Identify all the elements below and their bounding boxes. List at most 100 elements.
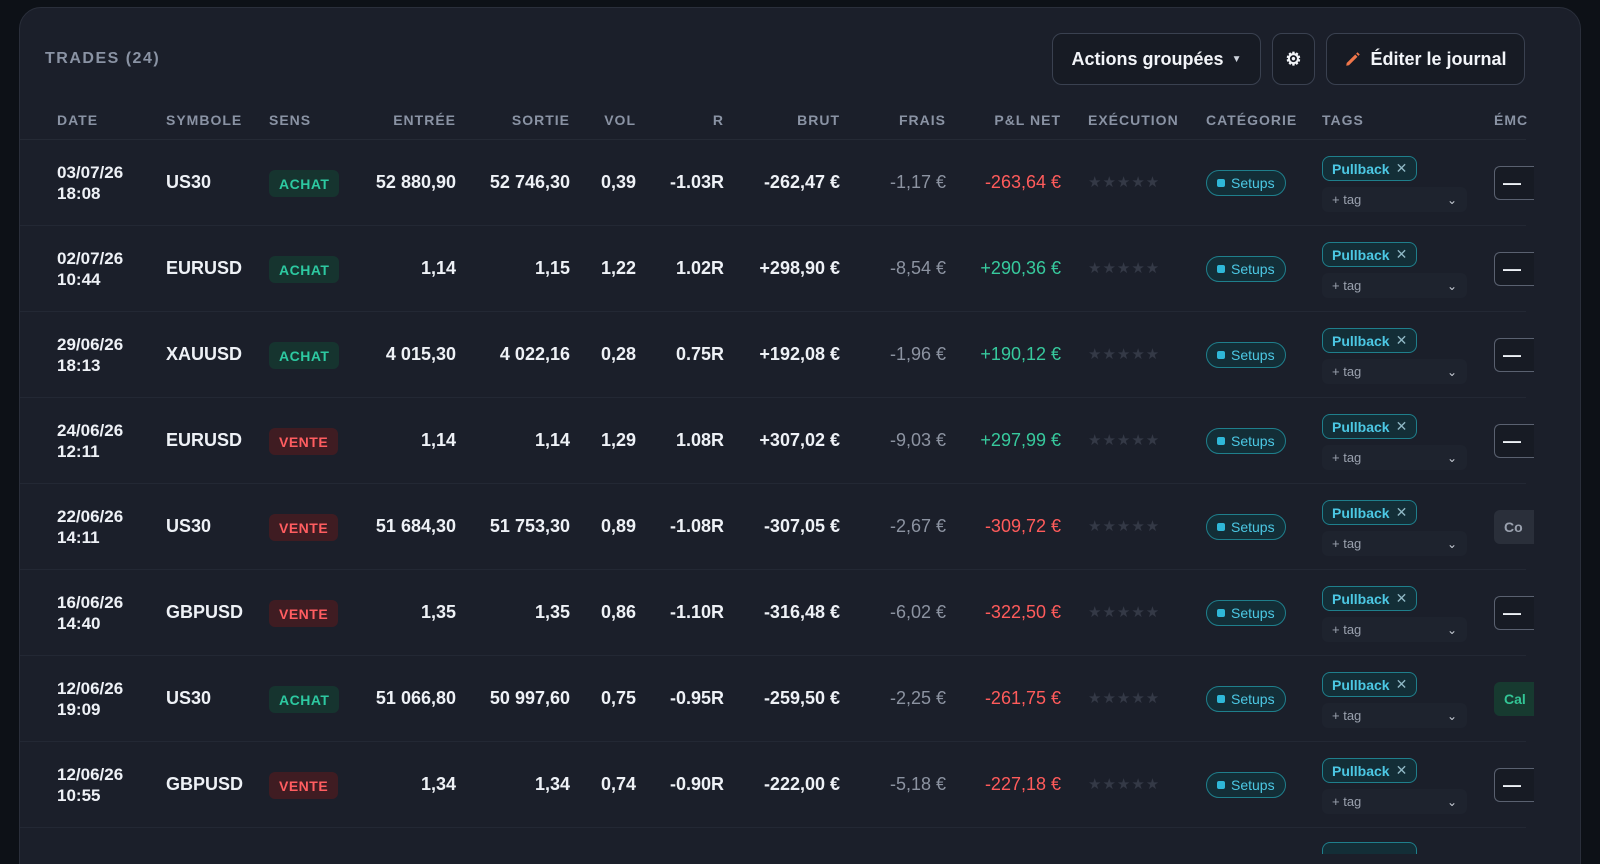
table-row[interactable]: 24/06/26 12:11 EURUSD VENTE 1,14 1,14 1,… bbox=[20, 398, 1534, 484]
add-tag-select[interactable]: + tag ⌄ bbox=[1322, 789, 1467, 814]
category-badge[interactable]: Setups bbox=[1206, 342, 1286, 368]
trade-time: 19:09 bbox=[57, 700, 101, 719]
tag-label: Pullback bbox=[1332, 762, 1390, 779]
trade-datetime: 24/06/26 12:11 bbox=[57, 420, 123, 462]
col-r[interactable]: R bbox=[712, 112, 724, 128]
add-tag-select[interactable]: + tag ⌄ bbox=[1322, 703, 1467, 728]
category-badge[interactable]: Setups bbox=[1206, 170, 1286, 196]
gross-pnl: +307,02 € bbox=[759, 430, 840, 450]
col-net[interactable]: P&L NET bbox=[994, 112, 1061, 128]
category-badge[interactable]: Setups bbox=[1206, 686, 1286, 712]
col-category[interactable]: CATÉGORIE bbox=[1206, 112, 1298, 128]
fees: -9,03 € bbox=[889, 430, 946, 450]
entry-price: 1,14 bbox=[420, 430, 456, 450]
category-label: Setups bbox=[1231, 175, 1275, 191]
table-row[interactable]: 12/06/26 19:09 US30 ACHAT 51 066,80 50 9… bbox=[20, 656, 1534, 742]
category-badge[interactable]: Setups bbox=[1206, 772, 1286, 798]
close-icon[interactable]: ✕ bbox=[1395, 590, 1408, 606]
bulk-actions-button[interactable]: Actions groupées ▼ bbox=[1052, 33, 1261, 85]
side-badge: VENTE bbox=[269, 772, 339, 799]
emotion-select[interactable]: — bbox=[1494, 252, 1534, 286]
close-icon[interactable]: ✕ bbox=[1395, 332, 1408, 348]
emotion-select[interactable]: Co bbox=[1494, 510, 1534, 544]
category-badge[interactable]: Setups bbox=[1206, 514, 1286, 540]
chevron-down-icon: ⌄ bbox=[1446, 278, 1457, 293]
execution-rating[interactable]: ★★★★★ bbox=[1088, 432, 1161, 449]
emotion-select[interactable]: — bbox=[1494, 596, 1534, 630]
col-fees[interactable]: FRAIS bbox=[899, 112, 946, 128]
tag-chip: Pullback ✕ bbox=[1322, 586, 1418, 611]
execution-rating[interactable]: ★★★★★ bbox=[1088, 518, 1161, 535]
table-row[interactable]: 29/06/26 18:13 XAUUSD ACHAT 4 015,30 4 0… bbox=[20, 312, 1534, 398]
category-badge[interactable]: Setups bbox=[1206, 256, 1286, 282]
emotion-select[interactable]: — bbox=[1494, 166, 1534, 200]
trade-datetime: 29/06/26 18:13 bbox=[57, 334, 123, 376]
col-symbol[interactable]: SYMBOLE bbox=[166, 112, 243, 128]
tag-label: Pullback bbox=[1332, 246, 1390, 263]
col-emotion[interactable]: ÉMC bbox=[1494, 112, 1529, 128]
gross-pnl: -262,47 € bbox=[763, 172, 840, 192]
close-icon[interactable]: ✕ bbox=[1395, 418, 1408, 434]
add-tag-select[interactable]: + tag ⌄ bbox=[1322, 445, 1467, 470]
execution-rating[interactable]: ★★★★★ bbox=[1088, 260, 1161, 277]
edit-journal-label: Éditer le journal bbox=[1370, 48, 1507, 69]
emotion-select[interactable]: Cal bbox=[1494, 682, 1534, 716]
edit-journal-button[interactable]: Éditer le journal bbox=[1326, 33, 1525, 85]
category-badge[interactable]: Setups bbox=[1206, 428, 1286, 454]
caret-down-icon: ▼ bbox=[1231, 53, 1242, 65]
chevron-down-icon: ⌄ bbox=[1446, 794, 1457, 809]
execution-rating[interactable]: ★★★★★ bbox=[1088, 346, 1161, 363]
add-tag-select[interactable]: + tag ⌄ bbox=[1322, 273, 1467, 298]
volume: 0,89 bbox=[600, 516, 636, 536]
chevron-down-icon: ⌄ bbox=[1446, 622, 1457, 637]
table-row[interactable]: 22/06/26 14:11 US30 VENTE 51 684,30 51 7… bbox=[20, 484, 1534, 570]
trade-date: 12/06/26 bbox=[57, 679, 124, 698]
add-tag-select[interactable]: + tag ⌄ bbox=[1322, 187, 1467, 212]
net-pnl: -263,64 € bbox=[984, 172, 1061, 192]
close-icon[interactable]: ✕ bbox=[1395, 762, 1408, 778]
table-row[interactable]: 03/07/26 18:08 US30 ACHAT 52 880,90 52 7… bbox=[20, 140, 1534, 226]
execution-rating[interactable]: ★★★★★ bbox=[1088, 690, 1161, 707]
table-row[interactable]: 16/06/26 14:40 GBPUSD VENTE 1,35 1,35 0,… bbox=[20, 570, 1534, 656]
col-gross[interactable]: BRUT bbox=[797, 112, 840, 128]
add-tag-select[interactable]: + tag ⌄ bbox=[1322, 359, 1467, 384]
side-badge: ACHAT bbox=[269, 256, 340, 283]
col-entry[interactable]: ENTRÉE bbox=[393, 112, 456, 128]
col-side[interactable]: SENS bbox=[269, 112, 312, 128]
trade-datetime: 03/07/26 18:08 bbox=[57, 162, 123, 204]
col-volume[interactable]: VOL bbox=[604, 112, 636, 128]
execution-rating[interactable]: ★★★★★ bbox=[1088, 174, 1161, 191]
settings-button[interactable]: ⚙ bbox=[1272, 33, 1315, 85]
col-exit[interactable]: SORTIE bbox=[511, 112, 570, 128]
category-dot-icon bbox=[1217, 179, 1225, 187]
close-icon[interactable]: ✕ bbox=[1395, 246, 1408, 262]
close-icon[interactable]: ✕ bbox=[1395, 504, 1408, 520]
execution-rating[interactable]: ★★★★★ bbox=[1088, 776, 1161, 793]
category-label: Setups bbox=[1231, 261, 1275, 277]
tag-label: Pullback bbox=[1332, 332, 1390, 349]
tag-chip: Pullback ✕ bbox=[1322, 414, 1418, 439]
category-dot-icon bbox=[1217, 523, 1225, 531]
col-date[interactable]: DATE bbox=[57, 112, 99, 128]
emotion-select[interactable]: — bbox=[1494, 338, 1534, 372]
category-badge[interactable]: Setups bbox=[1206, 600, 1286, 626]
fees: -8,54 € bbox=[889, 258, 946, 278]
close-icon[interactable]: ✕ bbox=[1395, 160, 1408, 176]
table-row[interactable]: 12/06/26 10:55 GBPUSD VENTE 1,34 1,34 0,… bbox=[20, 742, 1534, 828]
close-icon[interactable]: ✕ bbox=[1395, 676, 1408, 692]
net-pnl: -309,72 € bbox=[984, 516, 1061, 536]
emotion-select[interactable]: — bbox=[1494, 424, 1534, 458]
volume: 0,74 bbox=[600, 774, 636, 794]
emotion-select[interactable]: — bbox=[1494, 768, 1534, 802]
add-tag-placeholder: + tag bbox=[1332, 192, 1362, 207]
volume: 0,28 bbox=[600, 344, 636, 364]
table-row[interactable]: 02/07/26 10:44 EURUSD ACHAT 1,14 1,15 1,… bbox=[20, 226, 1534, 312]
add-tag-select[interactable]: + tag ⌄ bbox=[1322, 531, 1467, 556]
tag-chip: Pullback ✕ bbox=[1322, 758, 1418, 783]
net-pnl: +190,12 € bbox=[980, 344, 1061, 364]
execution-rating[interactable]: ★★★★★ bbox=[1088, 604, 1161, 621]
col-execution[interactable]: EXÉCUTION bbox=[1088, 112, 1179, 128]
col-tags[interactable]: TAGS bbox=[1322, 112, 1364, 128]
side-badge: ACHAT bbox=[269, 686, 340, 713]
add-tag-select[interactable]: + tag ⌄ bbox=[1322, 617, 1467, 642]
